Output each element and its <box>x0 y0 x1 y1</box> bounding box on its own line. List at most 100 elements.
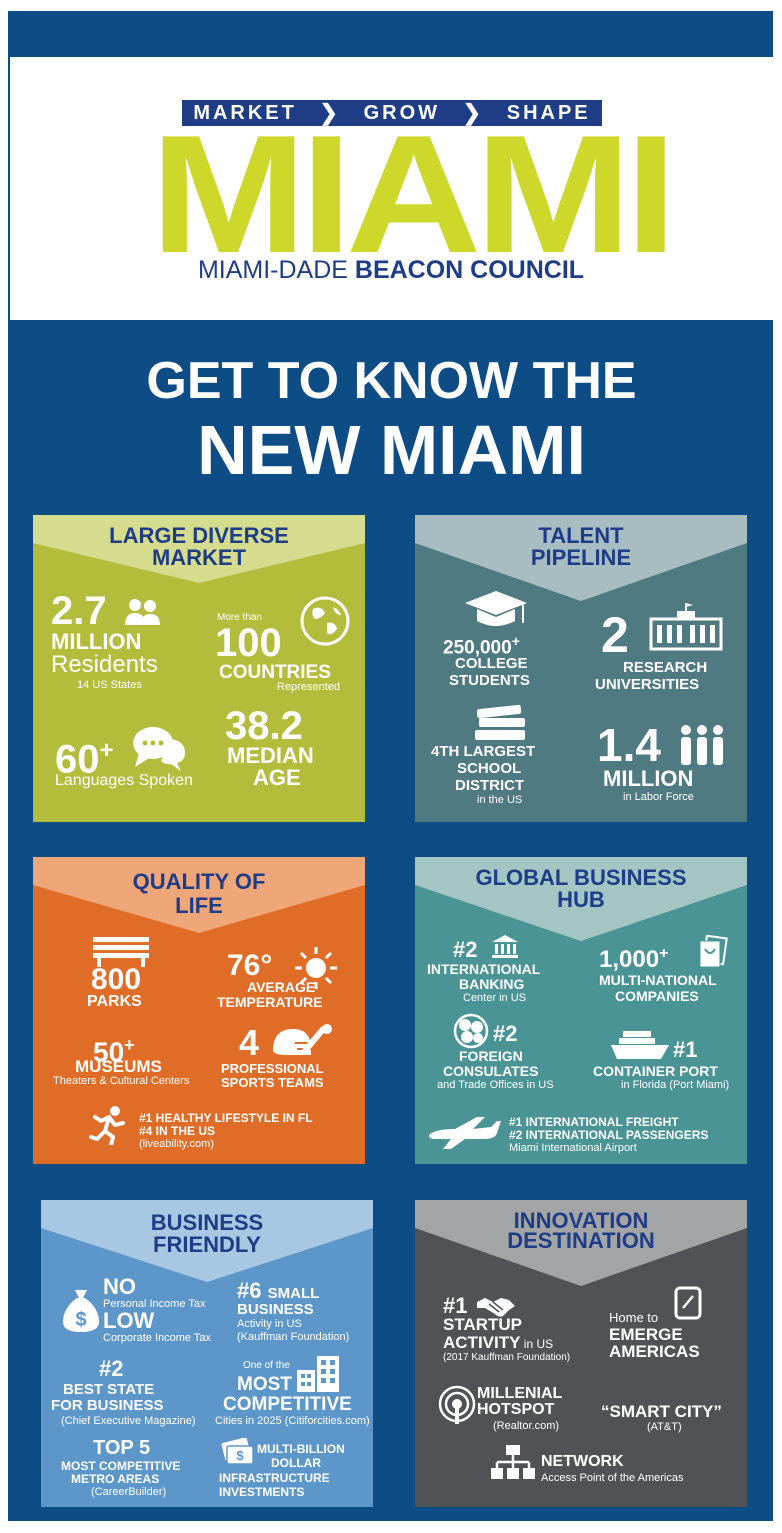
council-name: MIAMI-DADE BEACON COUNCIL <box>176 256 606 285</box>
hotspot-label-2: HOTSPOT <box>477 1401 555 1418</box>
sports-label-1: PROFESSIONAL <box>221 1061 324 1076</box>
school-label-1: 4TH LARGEST <box>431 743 536 760</box>
tagline-bar: MARKET ❯ GROW ❯ SHAPE <box>182 100 602 126</box>
labor-number: 1.4 <box>597 719 661 771</box>
residents-note: 14 US States <box>77 679 142 691</box>
infra-label-4: INVESTMENTS <box>219 1485 305 1499</box>
top5-label-2: METRO AREAS <box>71 1472 160 1486</box>
chevron-right-icon: ❯ <box>462 100 485 125</box>
languages-num: 60 <box>55 737 100 782</box>
emerge-label-1: EMERGE <box>609 1325 683 1344</box>
tagline-market: MARKET <box>193 101 297 124</box>
smart-city-label: “SMART CITY” <box>601 1402 722 1421</box>
home-pre: Home to <box>609 1310 659 1325</box>
small-business-label-1: SMALL <box>267 1285 320 1302</box>
money-bills-icon: $ <box>221 1438 254 1465</box>
students-sup: + <box>511 633 520 649</box>
banking-note: Center in US <box>463 992 526 1004</box>
students-number: 250,000+ <box>443 633 520 659</box>
council-prefix: MIAMI-DADE <box>197 256 355 284</box>
labor-label: MILLION <box>603 766 694 791</box>
no-tax-note: Personal Income Tax <box>103 1298 206 1310</box>
banking-label-1: INTERNATIONAL <box>427 961 541 977</box>
countries-number: 100 <box>215 621 282 665</box>
hotspot-label-1: MILLENIAL <box>477 1385 563 1402</box>
startup-label-2: ACTIVITY in US <box>443 1334 553 1353</box>
mnc-sup: + <box>659 945 669 962</box>
countries-pre: More than <box>217 612 263 623</box>
temperature-number: 76° <box>227 949 273 982</box>
headline-line2: NEW MIAMI <box>197 411 586 489</box>
best-state-note: (Chief Executive Magazine) <box>61 1415 196 1427</box>
speech-bubbles-icon <box>133 727 185 771</box>
universities-number: 2 <box>601 607 629 663</box>
chevron-right-icon: ❯ <box>319 100 341 125</box>
infra-label-3: INFRASTRUCTURE <box>219 1471 330 1485</box>
runner-icon <box>89 1106 125 1145</box>
panel-quality: QUALITY OF LIFE 800 PARKS 76° AVERAGE TE… <box>33 857 365 1164</box>
age-label-1: MEDIAN <box>227 743 314 768</box>
school-note: in the US <box>477 794 523 806</box>
startup-in-us: in US <box>520 1337 554 1351</box>
mnc-number: 1,000+ <box>599 945 668 974</box>
banking-number: #2 <box>453 937 478 962</box>
panel-header-shape <box>41 1200 373 1282</box>
competitive-label-2: COMPETITIVE <box>223 1394 352 1415</box>
panel-title-2: PIPELINE <box>530 545 632 570</box>
students-label-1: COLLEGE <box>455 655 528 672</box>
small-business-note-1: Activity in US <box>237 1318 302 1330</box>
wifi-hotspot-icon <box>438 1385 476 1424</box>
banking-label-2: BANKING <box>459 976 525 992</box>
tagline-shape: SHAPE <box>506 101 591 124</box>
airport-label-1: #1 INTERNATIONAL FREIGHT <box>509 1115 679 1129</box>
languages-sup: + <box>99 737 114 764</box>
consulates-note: and Trade Offices in US <box>437 1079 554 1091</box>
university-building-icon <box>649 603 723 651</box>
students-num: 250,000 <box>443 637 512 659</box>
sports-number: 4 <box>239 1022 260 1063</box>
small-business-num: #6 <box>237 1278 262 1303</box>
competitive-note: Cities in 2025 (Citiforcities.com) <box>215 1415 370 1427</box>
consulates-label-1: FOREIGN <box>459 1048 523 1064</box>
smart-city-note: (AT&T) <box>647 1421 682 1433</box>
languages-label: Languages Spoken <box>55 772 193 789</box>
best-state-label-1: BEST STATE <box>63 1381 155 1398</box>
consulates-label-2: CONSULATES <box>443 1063 539 1079</box>
panel-title-1: INNOVATION <box>513 1208 649 1233</box>
globe-icon <box>300 596 350 646</box>
museums-sup: + <box>124 1035 135 1055</box>
port-label: CONTAINER PORT <box>593 1063 718 1079</box>
mnc-label-2: COMPANIES <box>615 988 699 1004</box>
port-number: #1 <box>673 1037 698 1062</box>
museums-number: 50+ <box>93 1031 135 1066</box>
museums-note: Theaters & Cultural Centers <box>53 1075 190 1087</box>
startup-number: #1 <box>443 1293 468 1318</box>
panel-title-2: MARKET <box>151 545 247 570</box>
healthy-label-2: #4 IN THE US <box>139 1124 216 1138</box>
low-tax-note: Corporate Income Tax <box>103 1332 212 1344</box>
panel-title-2: DESTINATION <box>507 1228 655 1253</box>
workers-icon <box>681 725 723 765</box>
universities-label-1: RESEARCH <box>623 659 708 676</box>
headline-line1: GET TO KNOW THE <box>146 352 637 410</box>
no-tax-label: NO <box>103 1274 136 1299</box>
temperature-label-1: AVERAGE <box>247 979 316 995</box>
panel-business: BUSINESS FRIENDLY $ NO Personal Income T… <box>41 1200 373 1507</box>
low-tax-label: LOW <box>103 1308 155 1333</box>
residents-unit: MILLION <box>51 629 142 654</box>
tablet-icon <box>674 1286 702 1320</box>
panel-global: GLOBAL BUSINESS HUB #2 INTERNATIONAL BAN… <box>415 857 747 1164</box>
residents-number: 2.7 <box>51 589 107 633</box>
office-buildings-icon <box>297 1356 339 1392</box>
healthy-label-1: #1 HEALTHY LIFESTYLE IN FL <box>139 1111 313 1125</box>
network-note: Access Point of the Americas <box>541 1472 684 1484</box>
panel-title-1: QUALITY OF <box>132 869 266 894</box>
startup-note: (2017 Kauffman Foundation) <box>443 1352 571 1363</box>
graduation-cap-icon <box>465 591 527 626</box>
panel-talent: TALENT PIPELINE 250,000+ COLLEGE STUDENT… <box>415 515 747 822</box>
panel-title-1: GLOBAL BUSINESS <box>475 865 687 890</box>
universities-label-2: UNIVERSITIES <box>595 676 700 693</box>
hotspot-note: (Realtor.com) <box>493 1420 560 1432</box>
currency-globe-icon <box>453 1013 489 1049</box>
museums-label: MUSEUMS <box>75 1057 162 1076</box>
